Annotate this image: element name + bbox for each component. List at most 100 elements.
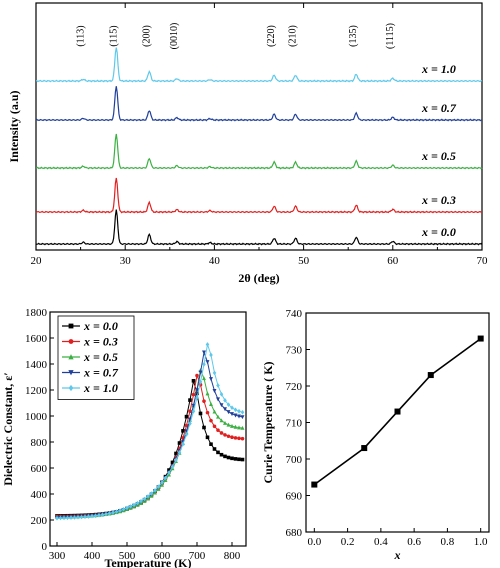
dielectric-point [118, 508, 122, 513]
xrd-series-line [35, 86, 483, 122]
dielectric-point [205, 410, 210, 415]
legend-label: x = 0.0 [83, 319, 118, 333]
dielectric-point [209, 402, 213, 407]
dielectric-point [205, 435, 210, 440]
dielectric-point [188, 409, 192, 414]
dielectric-point [153, 487, 157, 493]
dielectric-point [212, 424, 217, 429]
y-tick-label: 710 [286, 418, 303, 430]
dielectric-point [223, 433, 227, 437]
dielectric-point [212, 370, 217, 376]
dielectric-point [219, 403, 224, 408]
dielectric-point [230, 423, 234, 428]
dielectric-point [240, 409, 245, 415]
dielectric-point [212, 389, 217, 394]
dielectric-point [177, 441, 182, 445]
peak-label: (200) [141, 25, 152, 47]
dielectric-plot: 300 400 500 600 700 800 0 200 400 600 800 1000 1200 1… [1, 307, 247, 568]
xrd-series-line [35, 133, 483, 170]
dielectric-point [205, 391, 210, 396]
dielectric-point [205, 360, 210, 365]
dielectric-point [237, 408, 241, 414]
dielectric-point [181, 429, 185, 433]
dielectric-point [174, 457, 178, 463]
dielectric-point [170, 464, 175, 470]
dielectric-point [195, 395, 199, 400]
dielectric-point [216, 383, 220, 388]
legend-marker [68, 323, 74, 329]
dielectric-point [167, 468, 171, 472]
y-tick-label: 700 [286, 454, 303, 466]
dielectric-point [230, 412, 234, 417]
dielectric-point [237, 436, 241, 441]
y-axis-label: Curie Temperature ( K) [261, 361, 275, 483]
y-tick-label: 740 [286, 308, 303, 320]
x-tick-label: 0.0 [307, 536, 321, 548]
x-tick-label: 1.0 [474, 536, 488, 548]
dielectric-point [198, 411, 203, 416]
dielectric-point [202, 361, 206, 367]
y-tick-label: 1200 [25, 385, 48, 397]
y-tick-label: 1800 [25, 307, 48, 319]
dielectric-point [90, 513, 94, 519]
x-tick-label: 600 [154, 550, 171, 562]
dielectric-point [195, 388, 199, 393]
dielectric-point [107, 511, 112, 516]
dielectric-point [233, 436, 238, 440]
peak-label: (220) [266, 25, 277, 47]
dielectric-point [174, 451, 178, 456]
dielectric-point [111, 510, 115, 515]
dielectric-point [72, 515, 77, 520]
dielectric-point [62, 515, 66, 521]
xrd-series-label: x = 0.0 [421, 225, 456, 239]
dielectric-point [97, 512, 101, 518]
curie-point [361, 445, 368, 452]
curie-temperature-plot: 0.0 0.2 0.4 0.6 0.8 1.0 680 690 700 710 720 730 740 x… [261, 308, 490, 562]
dielectric-point [188, 421, 192, 426]
peak-label: (1115) [385, 23, 396, 49]
dielectric-point [181, 441, 185, 447]
dielectric-point [233, 457, 238, 461]
dielectric-point [202, 350, 206, 355]
dielectric-point [135, 500, 140, 506]
peak-label: (210) [288, 25, 299, 47]
legend-marker [68, 370, 74, 376]
y-tick-label: 730 [286, 345, 303, 357]
dielectric-point [121, 507, 126, 512]
legend-marker [68, 339, 74, 344]
y-tick-label: 600 [31, 463, 48, 475]
xrd-series-label: x = 1.0 [421, 62, 456, 76]
dielectric-point [226, 422, 231, 427]
dielectric-point [219, 452, 224, 457]
y-tick-label: 690 [286, 491, 303, 503]
dielectric-point [216, 397, 220, 402]
dielectric-point [65, 515, 70, 521]
xrd-plot: 20 30 40 50 60 70 2θ (deg) Intensity (a.u) x = 0… [7, 2, 488, 285]
y-tick-label: 200 [31, 515, 48, 527]
plot-frame [305, 312, 490, 533]
dielectric-point [198, 370, 203, 375]
peak-label: (135) [348, 25, 359, 47]
dielectric-point [212, 447, 217, 451]
x-tick-label: 30 [120, 255, 132, 267]
legend-marker [68, 354, 74, 360]
x-tick-label: 0.8 [441, 536, 455, 548]
x-tick-label: 0.6 [407, 536, 421, 548]
dielectric-point [163, 475, 168, 481]
dielectric-point [198, 379, 203, 385]
dielectric-point [139, 498, 143, 504]
y-tick-label: 0 [42, 541, 48, 553]
dielectric-point [170, 460, 175, 465]
dielectric-point [114, 509, 119, 514]
dielectric-point [202, 376, 206, 381]
dielectric-point [149, 491, 154, 496]
legend-label: x = 0.3 [83, 335, 118, 349]
dielectric-point [209, 418, 213, 423]
dielectric-point [177, 450, 182, 455]
dielectric-point [233, 424, 238, 429]
legend-label: x = 1.0 [83, 381, 118, 395]
dielectric-point [69, 515, 73, 520]
dielectric-point [226, 410, 231, 415]
dielectric-point [240, 457, 245, 462]
